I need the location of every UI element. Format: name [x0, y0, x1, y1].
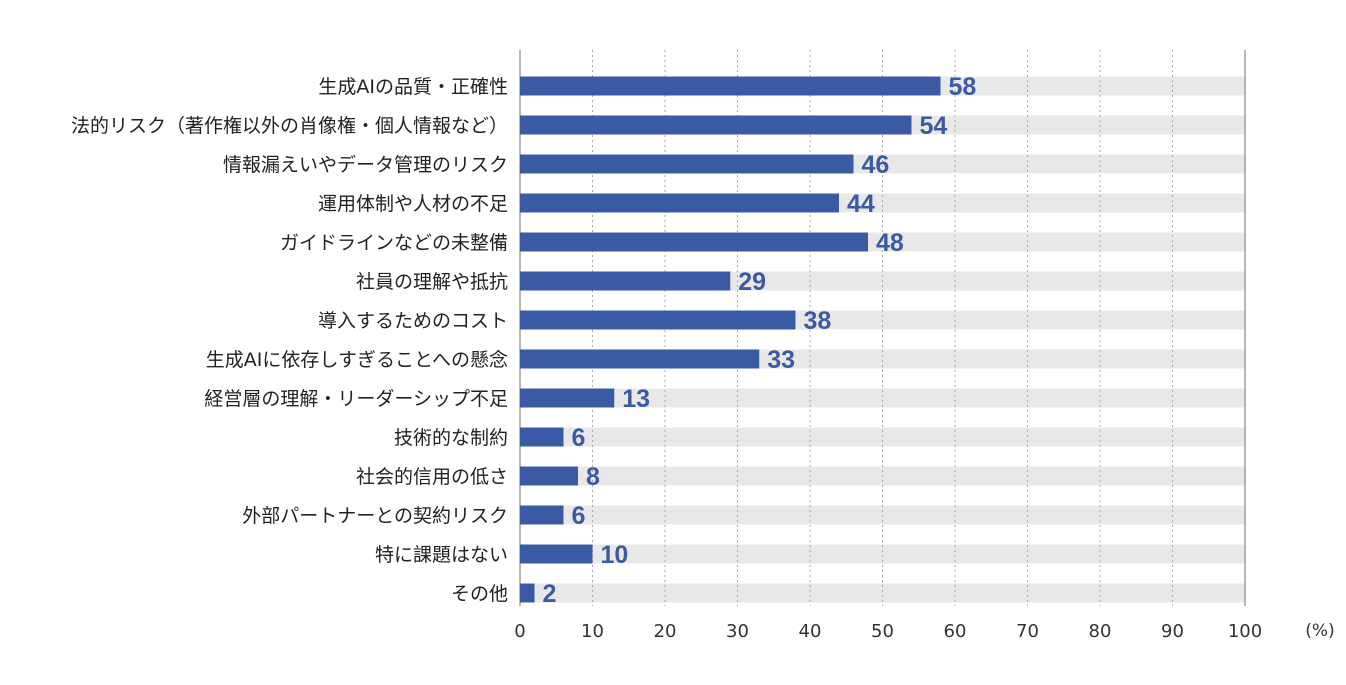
category-label: 生成AIの品質・正確性: [318, 76, 508, 98]
bar: [520, 388, 615, 408]
bar: [520, 271, 731, 291]
category-label: 外部パートナーとの契約リスク: [242, 505, 508, 527]
bar: [520, 466, 578, 486]
bar: [520, 544, 593, 564]
x-tick-label: 70: [1016, 621, 1039, 642]
bar: [520, 349, 760, 369]
x-tick-label: 30: [726, 621, 749, 642]
bar: [520, 583, 535, 603]
category-label: 社会的信用の低さ: [356, 466, 508, 488]
x-tick-label: 10: [581, 621, 604, 642]
value-label: 44: [847, 190, 875, 218]
value-label: 46: [862, 151, 890, 179]
value-label: 58: [949, 73, 977, 101]
bar: [520, 115, 912, 135]
bar: [520, 76, 941, 96]
bar: [520, 154, 854, 174]
category-label: 法的リスク（著作権以外の肖像権・個人情報など）: [71, 115, 508, 137]
bar: [520, 310, 796, 330]
x-tick-label: 100: [1228, 621, 1262, 642]
category-label: 情報漏えいやデータ管理のリスク: [223, 154, 508, 176]
x-tick-label: 80: [1089, 621, 1112, 642]
bar: [520, 193, 839, 213]
bar-track: [520, 388, 1245, 408]
x-tick-label: 40: [799, 621, 822, 642]
x-tick-label: 60: [944, 621, 967, 642]
category-label: ガイドラインなどの未整備: [280, 232, 508, 254]
category-label: 導入するためのコスト: [318, 310, 508, 332]
bar-track: [520, 583, 1245, 603]
category-label: 特に課題はない: [375, 544, 508, 566]
value-label: 33: [767, 346, 795, 374]
value-label: 6: [572, 424, 586, 452]
x-tick-label-group: 0 10 20 30 40 50 60 70 80 90 100: [514, 621, 1262, 642]
category-label: 社員の理解や抵抗: [356, 271, 508, 293]
category-label: 運用体制や人材の不足: [318, 193, 508, 215]
x-tick-label: 50: [871, 621, 894, 642]
x-axis-unit-label: (%): [1305, 621, 1334, 641]
value-label: 13: [622, 385, 650, 413]
value-label: 2: [543, 580, 557, 608]
value-label: 38: [804, 307, 832, 335]
value-label: 54: [920, 112, 948, 140]
value-label: 6: [572, 502, 586, 530]
category-label: 生成AIに依存しすぎることへの懸念: [206, 348, 508, 371]
bar: [520, 232, 868, 252]
category-label: 経営層の理解・リーダーシップ不足: [204, 388, 508, 410]
x-tick-label: 0: [514, 621, 525, 642]
x-tick-label: 20: [654, 621, 677, 642]
bar-group: [520, 76, 941, 603]
category-label: その他: [451, 583, 508, 605]
value-label: 48: [876, 229, 904, 257]
x-tick-label: 90: [1161, 621, 1184, 642]
value-label: 29: [738, 268, 766, 296]
bar: [520, 427, 564, 447]
bar: [520, 505, 564, 525]
bar-track: [520, 544, 1245, 564]
category-label: 技術的な制約: [394, 427, 508, 449]
value-label: 8: [586, 463, 600, 491]
value-label: 10: [601, 541, 629, 569]
